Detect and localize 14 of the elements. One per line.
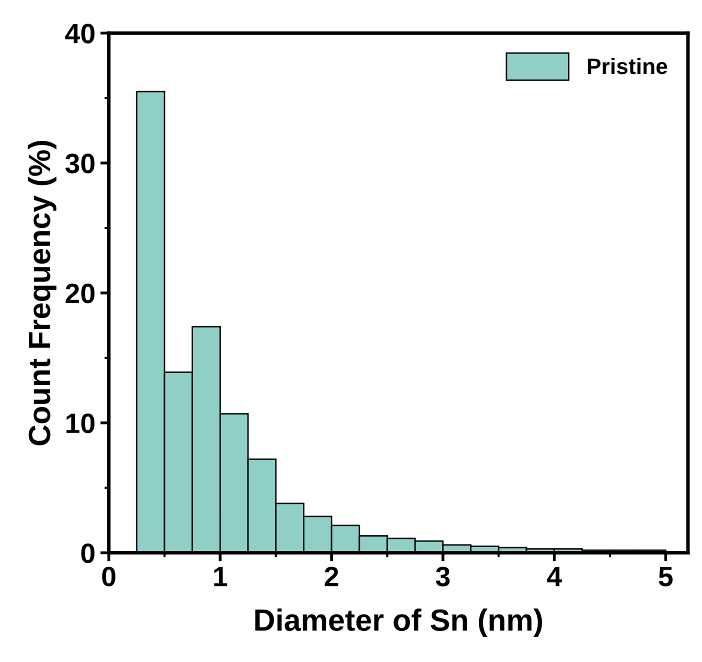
x-tick-label: 0	[102, 566, 116, 586]
y-tick-label: 20	[66, 284, 94, 304]
y-tick-label: 40	[65, 24, 94, 44]
x-axis-title: Diameter of Sn (nm)	[255, 608, 542, 638]
x-tick-label: 4	[547, 566, 562, 586]
y-tick-label: 0	[81, 543, 94, 564]
x-tick-label: 2	[324, 566, 338, 586]
x-tick-label: 5	[658, 566, 673, 586]
y-tick-label: 30	[65, 154, 94, 174]
legend-label: Pristine	[588, 58, 668, 74]
x-tick-label: 1	[214, 566, 228, 586]
y-tick-label: 10	[66, 414, 94, 434]
y-axis-title: Count Frequency (%)	[28, 140, 56, 446]
x-tick-label: 3	[436, 566, 450, 586]
